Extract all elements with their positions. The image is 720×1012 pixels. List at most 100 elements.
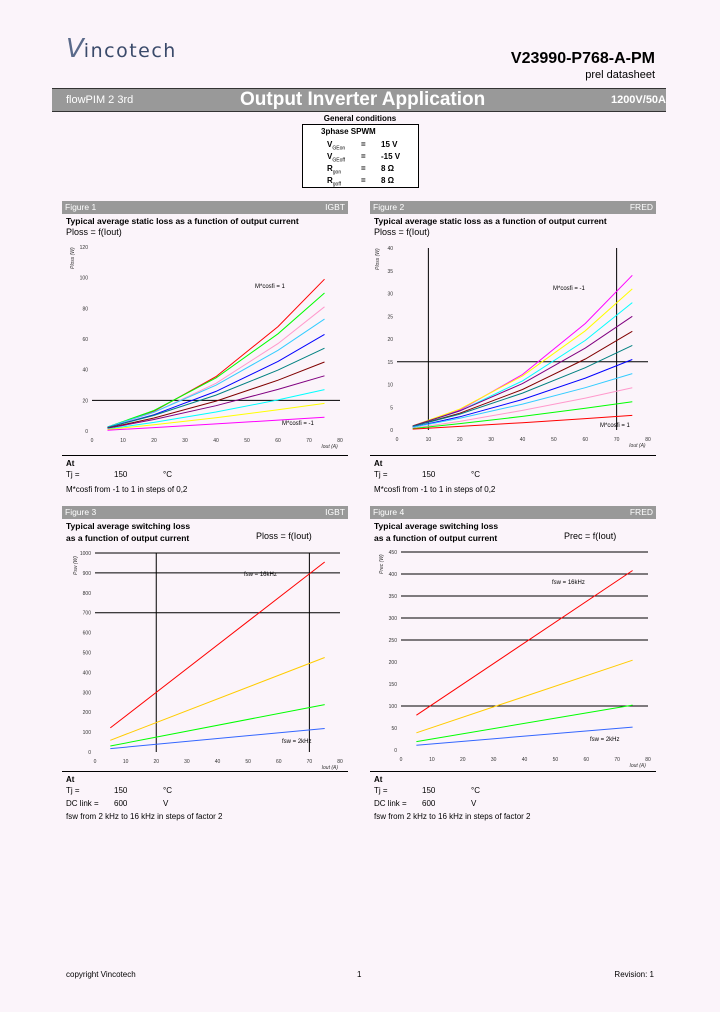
y-tick-label: 300 <box>389 616 398 622</box>
y-tick-label: 400 <box>389 572 398 578</box>
series-line-1 <box>109 561 326 729</box>
series-line-1 <box>416 570 633 716</box>
x-tick-label: 80 <box>337 438 343 444</box>
rating: 1200V/50A <box>610 94 666 106</box>
x-tick-label: 60 <box>275 438 281 444</box>
y-tick-label: 100 <box>389 704 398 710</box>
condition-equals: = <box>361 164 366 173</box>
x-tick-label: 0 <box>91 438 94 444</box>
series-line-7 <box>412 359 633 428</box>
x-tick-label: 40 <box>520 437 526 443</box>
x-tick-label: 10 <box>120 438 126 444</box>
series-line-4 <box>110 728 325 750</box>
figure-header: Figure 4 FRED <box>370 506 656 519</box>
device-type: IGBT <box>325 507 345 517</box>
y-axis-label: Ploss (W) <box>70 247 76 269</box>
series-line-8 <box>412 373 633 428</box>
series-line-2 <box>416 659 633 734</box>
series-line-3 <box>110 704 325 747</box>
series-line-11 <box>412 414 633 430</box>
series-line-3 <box>412 302 633 427</box>
chart-4: 0 10 20 30 40 50 60 70 80 0 50 100 150 200 250 300 350 40… <box>379 550 651 769</box>
curve-annotation: fsw = 16kHz <box>244 572 277 578</box>
x-tick-label: 80 <box>337 759 343 765</box>
series-line-5 <box>412 330 633 427</box>
temp-label: Tj = <box>374 470 388 479</box>
y-tick-label: 40 <box>82 368 88 374</box>
figure-formula: Ploss = f(Iout) <box>374 227 430 237</box>
x-tick-label: 0 <box>400 757 403 763</box>
condition-row: VGEoff = -15 V <box>303 152 418 164</box>
figure-formula: Ploss = f(Iout) <box>66 227 122 237</box>
series-line-6 <box>412 344 633 427</box>
temp-value: 150 <box>114 786 128 795</box>
y-tick-label: 20 <box>82 398 88 404</box>
y-tick-label: 50 <box>391 726 397 732</box>
y-tick-label: 100 <box>83 730 92 736</box>
y-tick-label: 200 <box>389 660 398 666</box>
x-tick-label: 70 <box>614 437 620 443</box>
divider <box>62 455 348 456</box>
x-tick-label: 70 <box>307 759 313 765</box>
x-axis-label: Iout (A) <box>322 765 339 770</box>
figure-title-line1: Typical average switching loss <box>374 521 499 531</box>
condition-value: 8 Ω <box>381 164 395 173</box>
y-tick-label: 15 <box>387 360 393 366</box>
figure-header: Figure 3 IGBT <box>62 506 348 519</box>
series-line-5 <box>107 333 325 429</box>
x-axis-label: Iout (A) <box>321 444 338 450</box>
condition-symbol: Rgon <box>327 164 342 176</box>
y-tick-label: 400 <box>83 670 92 676</box>
y-axis-label: Prec (W) <box>379 554 385 574</box>
y-tick-label: 700 <box>83 611 92 617</box>
temp-unit: °C <box>163 470 172 479</box>
series-line-2 <box>107 292 325 428</box>
figure-formula: Ploss = f(Iout) <box>256 531 312 541</box>
series-line-9 <box>107 389 325 430</box>
divider <box>370 455 656 456</box>
x-tick-label: 10 <box>426 437 432 443</box>
series-line-3 <box>416 704 633 743</box>
x-tick-label: 10 <box>123 759 129 765</box>
chart-1: 0 10 20 30 40 50 60 70 80 0 20 40 60 80 100 120 Iout (A)… <box>70 245 343 450</box>
series-line-11 <box>107 416 325 431</box>
series-line-7 <box>107 361 325 429</box>
y-tick-label: 35 <box>387 269 393 275</box>
product-family: flowPIM 2 3rd <box>66 94 134 106</box>
figure-conditions: At Tj = 150 °C DC link = 600 V fsw from 2… <box>66 773 352 833</box>
temp-unit: °C <box>471 470 480 479</box>
x-tick-label: 50 <box>553 757 559 763</box>
x-tick-label: 30 <box>184 759 190 765</box>
page-title: Output Inverter Application <box>240 89 486 110</box>
figure-title: Typical average static loss as a functio… <box>374 215 660 227</box>
x-tick-label: 30 <box>182 438 188 444</box>
title-banner: flowPIM 2 3rd Output Inverter Applicatio… <box>52 88 666 112</box>
series-line-2 <box>110 657 325 741</box>
y-tick-label: 500 <box>83 651 92 657</box>
x-tick-label: 50 <box>245 759 251 765</box>
x-tick-label: 70 <box>306 438 312 444</box>
condition-row: Rgon = 8 Ω <box>303 164 418 176</box>
temp-label: Tj = <box>66 470 80 479</box>
conditions-note: M*cosfi from -1 to 1 in steps of 0,2 <box>374 485 496 494</box>
x-tick-label: 30 <box>491 757 497 763</box>
temp-value: 150 <box>422 470 436 479</box>
y-tick-label: 200 <box>83 710 92 716</box>
x-tick-label: 60 <box>276 759 282 765</box>
y-tick-label: 350 <box>389 594 398 600</box>
x-tick-label: 0 <box>396 437 399 443</box>
y-axis-label: Psw (W) <box>73 556 79 575</box>
condition-equals: = <box>361 152 366 161</box>
x-tick-label: 20 <box>460 757 466 763</box>
figure-title-line1: Typical average switching loss <box>66 521 191 531</box>
figure-label: Figure 1 <box>65 202 97 212</box>
condition-value: -15 V <box>381 152 401 161</box>
x-tick-label: 30 <box>488 437 494 443</box>
y-tick-label: 60 <box>82 337 88 343</box>
y-tick-label: 150 <box>389 682 398 688</box>
series-line-9 <box>412 387 633 429</box>
y-tick-label: 1000 <box>80 551 91 557</box>
series-line-2 <box>412 288 633 427</box>
series-line-8 <box>107 375 325 429</box>
revision: Revision: 1 <box>614 970 654 979</box>
